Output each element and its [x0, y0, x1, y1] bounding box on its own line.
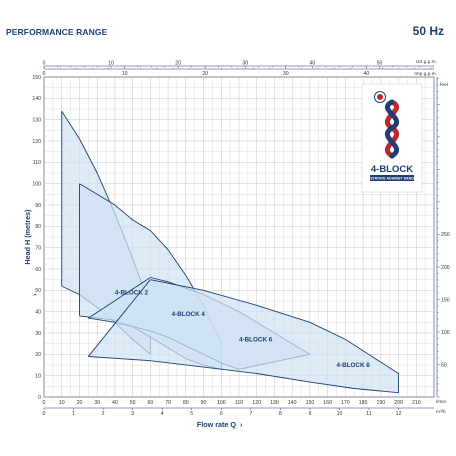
m3h-tick-label: 6: [220, 411, 223, 417]
logo-band: [370, 175, 414, 181]
x-tick-label: 80: [183, 400, 189, 406]
m3h-tick-label: 9: [308, 411, 311, 417]
feet-tick-label: 200: [441, 265, 450, 271]
top_axis_imp-tick-label: 10: [122, 71, 128, 77]
x-tick-label: 60: [147, 400, 153, 406]
y-tick-label: 70: [35, 245, 41, 251]
y-tick-label: 40: [35, 309, 41, 315]
y-tick-label: 90: [35, 203, 41, 209]
frequency-label: 50 Hz: [412, 24, 444, 38]
seal-center-icon: [377, 94, 383, 100]
x-tick-label: 190: [376, 400, 385, 406]
series-label: 4-BLOCK 6: [239, 337, 273, 344]
logo-text: 4-BLOCK: [371, 164, 413, 175]
m3h-tick-label: 7: [249, 411, 252, 417]
y-tick-label: 10: [35, 373, 41, 379]
series-label: 4-BLOCK 2: [115, 290, 149, 297]
series-label: 4-BLOCK 4: [172, 311, 206, 318]
feet-tick-label: 150: [441, 297, 450, 303]
top_axis_imp-tick-label: 0: [43, 71, 46, 77]
m3h-tick-label: 3: [131, 411, 134, 417]
top_axis_us-tick-label: 10: [108, 61, 114, 67]
page-title: PERFORMANCE RANGE: [6, 27, 108, 37]
y-tick-label: 140: [32, 96, 41, 102]
y-tick-label: 50: [35, 288, 41, 294]
top_axis_imp-tick-label: 30: [283, 71, 289, 77]
x-tick-label: 170: [341, 400, 350, 406]
m3h-tick-label: 8: [279, 411, 282, 417]
m3h-tick-label: 12: [396, 411, 402, 417]
y-tick-label: 30: [35, 331, 41, 337]
m3h-unit: m³/h: [436, 409, 446, 415]
y-tick-label: 80: [35, 224, 41, 230]
top_axis_us-tick-label: 0: [43, 61, 46, 67]
top_axis_imp-tick-label: 20: [202, 71, 208, 77]
series-labels: 4-BLOCK 2 4-BLOCK 4 4-BLOCK 6 4-BLOCK 8: [115, 290, 370, 370]
series-min-curve: [88, 356, 399, 394]
axes: 0 10 20 30 40 50 60 70 80 90 100 110 120 130 140 150 160…: [32, 61, 449, 418]
x-tick-label: 110: [235, 400, 243, 406]
y-tick-label: 130: [32, 117, 41, 123]
top_axis_us-tick-label: 30: [242, 61, 248, 67]
x-tick-label: 120: [252, 400, 261, 406]
x-tick-label: 150: [306, 400, 315, 406]
m3h-tick-label: 11: [366, 411, 371, 417]
x-tick-label: 30: [94, 400, 100, 406]
x-tick-label: 40: [112, 400, 118, 406]
y-axis-title: Head H (metres): [23, 209, 32, 265]
series-max-curve: [150, 279, 399, 374]
lmin-unit: l/min: [436, 399, 446, 405]
x-tick-label: 50: [130, 400, 136, 406]
feet-tick-label: 50: [441, 362, 447, 368]
feet-unit: feet: [440, 82, 449, 88]
y-tick-label: 120: [32, 139, 41, 145]
x-tick-label: 140: [288, 400, 297, 406]
series-label: 4-BLOCK 8: [337, 362, 371, 369]
x-tick-label: 10: [59, 400, 65, 406]
imp-gpm-unit: Imp g.p.m.: [414, 71, 437, 77]
x-tick-label: 20: [77, 400, 83, 406]
feet-tick-label: 250: [441, 232, 450, 238]
x-tick-label: 0: [43, 400, 46, 406]
top_axis_us-tick-label: 50: [377, 61, 383, 67]
series-areas: [61, 110, 399, 394]
x-tick-label: 100: [217, 400, 226, 406]
x-tick-label: 200: [394, 400, 403, 406]
y-tick-label: 110: [33, 160, 41, 166]
series-left-edge: [88, 277, 151, 319]
x-axis-arrow-icon: ›: [240, 420, 243, 429]
y-axis-arrow-icon: ›: [30, 293, 39, 296]
m3h-tick-label: 5: [190, 411, 193, 417]
logo-tagline: STRONG AGAINST SAND: [370, 177, 414, 181]
x-tick-label: 90: [201, 400, 207, 406]
x-tick-label: 130: [270, 400, 279, 406]
series-area: [88, 279, 399, 393]
x-tick-label: 180: [359, 400, 368, 406]
m3h-tick-label: 2: [102, 411, 105, 417]
us-gpm-unit: US g.p.m.: [416, 59, 437, 65]
top_axis_us-tick-label: 20: [175, 61, 181, 67]
m3h-tick-label: 4: [161, 411, 164, 417]
x-tick-label: 160: [323, 400, 332, 406]
y-tick-label: 150: [32, 75, 41, 81]
m3h-tick-label: 0: [43, 411, 46, 417]
helix-blue-icon: [384, 99, 400, 159]
m3h-tick-label: 1: [72, 411, 75, 417]
grid: [43, 76, 435, 398]
top_axis_us-tick-label: 40: [310, 61, 316, 67]
series-left-edge: [87, 279, 151, 357]
feet-tick-label: 100: [441, 330, 450, 336]
4-block-logo: 4-BLOCK STRONG AGAINST SAND: [361, 83, 423, 193]
y-tick-label: 0: [38, 395, 41, 401]
m3h-tick-label: 10: [337, 411, 343, 417]
x-tick-label: 70: [165, 400, 171, 406]
top_axis_imp-tick-label: 40: [363, 71, 369, 77]
y-tick-label: 20: [35, 352, 41, 358]
x-tick-label: 210: [412, 400, 421, 406]
y-tick-label: 60: [35, 267, 41, 273]
y-tick-label: 100: [32, 181, 41, 187]
x-axis-title: Flow rate Q: [197, 420, 237, 429]
